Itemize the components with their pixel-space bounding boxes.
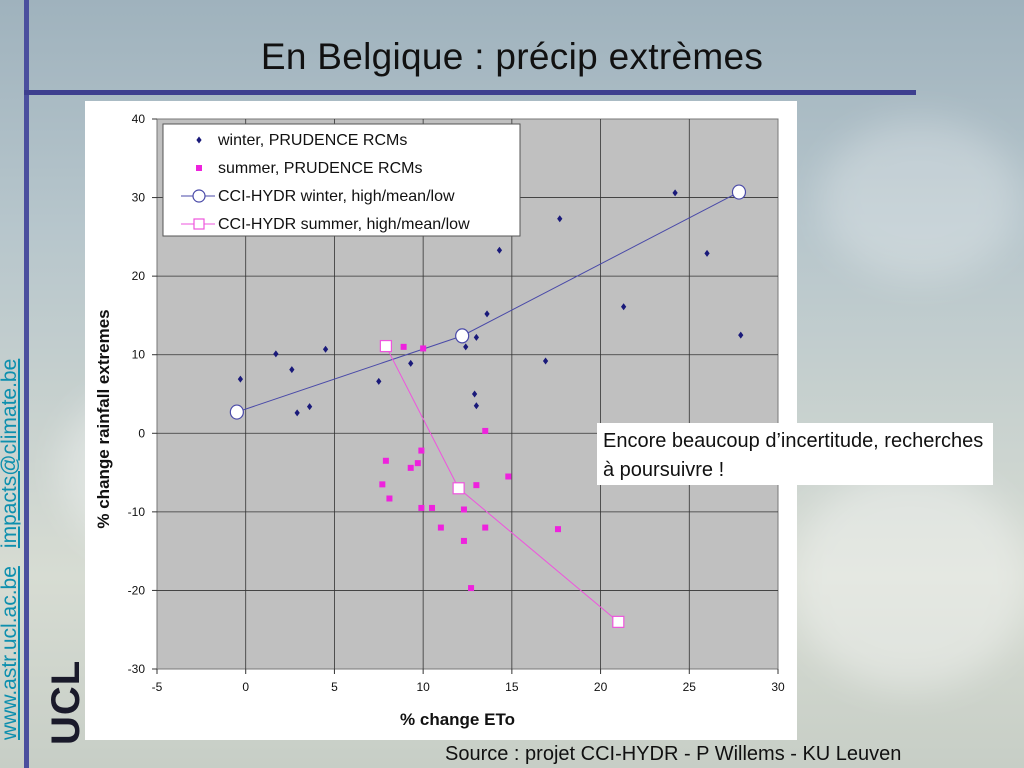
y-tick-label: 40 <box>132 112 146 126</box>
summer-rcm-point <box>418 504 425 511</box>
legend-marker <box>196 165 202 171</box>
summer-rcm-point <box>468 585 475 592</box>
winter-rcm-point <box>237 375 244 383</box>
winter-rcm-point <box>408 359 414 367</box>
summer-rcm-point <box>482 524 489 531</box>
summer-rcm-point <box>420 345 427 352</box>
summer-rcm-point <box>460 537 467 544</box>
x-tick-label: -5 <box>152 680 163 694</box>
winter-rcm-point <box>672 189 678 197</box>
ucl-logo: UCL <box>44 659 88 745</box>
summer-rcm-point <box>460 506 467 513</box>
summer-rcm-point <box>554 526 561 533</box>
cci-winter-point <box>455 328 470 344</box>
y-tick-label: -30 <box>128 662 146 676</box>
y-tick-label: -20 <box>128 583 146 597</box>
cci-winter-point <box>731 184 747 200</box>
winter-rcm-point <box>306 403 313 411</box>
x-tick-label: 10 <box>416 680 430 694</box>
legend-label: CCI-HYDR summer, high/mean/low <box>218 216 470 233</box>
winter-rcm-point <box>463 343 469 351</box>
y-tick-label: 10 <box>132 348 146 362</box>
y-tick-label: 0 <box>138 426 145 440</box>
legend-marker <box>192 189 206 203</box>
legend-label: CCI-HYDR winter, high/mean/low <box>218 188 455 205</box>
x-tick-label: 5 <box>331 680 338 694</box>
winter-rcm-point <box>473 333 479 341</box>
summer-rcm-point <box>437 524 444 531</box>
summer-rcm-point <box>473 482 480 489</box>
cci-summer-point <box>612 615 625 628</box>
cci-summer-point <box>379 339 392 353</box>
summer-rcm-point <box>382 457 389 464</box>
summer-rcm-point <box>429 504 436 511</box>
winter-rcm-point <box>557 215 563 223</box>
x-tick-label: 0 <box>242 680 249 694</box>
winter-rcm-point <box>322 345 329 353</box>
summer-rcm-point <box>414 460 421 467</box>
summer-rcm-point <box>418 447 425 454</box>
legend-marker <box>196 136 202 144</box>
legend-label: winter, PRUDENCE RCMs <box>217 132 407 149</box>
left-accent-bar <box>24 0 29 768</box>
winter-rcm-point <box>376 377 382 385</box>
cci-winter-point <box>229 404 244 420</box>
legend-marker <box>193 218 205 230</box>
winter-rcm-point <box>473 402 479 410</box>
scatter-chart: -5 0 5 10 15 20 25 30 -30 -20 -10 0 10 20 30 40 % change… <box>94 112 785 729</box>
winter-rcm-point <box>273 350 279 358</box>
summer-rcm-point <box>400 343 407 350</box>
summer-rcm-point <box>386 495 393 502</box>
legend-box <box>162 123 521 237</box>
legend-label: summer, PRUDENCE RCMs <box>218 160 422 177</box>
winter-rcm-point <box>738 331 744 339</box>
winter-rcm-point <box>484 310 490 318</box>
source-caption: Source : projet CCI-HYDR - P Willems - K… <box>445 743 902 765</box>
title-underline <box>24 90 916 95</box>
y-tick-label: 30 <box>132 191 146 205</box>
summer-rcm-point <box>379 481 386 488</box>
cci-summer-point <box>452 482 465 495</box>
summer-rcm-point <box>482 427 489 434</box>
uncertainty-note: Encore beaucoup d’incertitude, recherche… <box>597 423 993 485</box>
x-tick-label: 20 <box>594 680 608 694</box>
winter-rcm-point <box>294 409 300 417</box>
x-tick-label: 15 <box>505 680 519 694</box>
email-link[interactable]: impacts@climate.be <box>0 358 21 549</box>
slide-title: En Belgique : précip extrèmes <box>260 36 764 77</box>
y-axis-label: % change rainfall extremes <box>94 309 113 528</box>
winter-rcm-point <box>542 357 549 365</box>
summer-rcm-point <box>407 464 414 471</box>
winter-rcm-point <box>496 246 503 254</box>
website-link[interactable]: www.astr.ucl.ac.be <box>0 566 21 740</box>
winter-rcm-point <box>471 390 478 398</box>
summer-rcm-point <box>505 473 512 480</box>
y-tick-label: 20 <box>132 269 146 283</box>
x-tick-label: 25 <box>683 680 697 694</box>
winter-rcm-point <box>704 249 710 257</box>
x-tick-label: 30 <box>771 680 785 694</box>
x-axis-label: % change ETo <box>400 710 515 729</box>
winter-rcm-point <box>621 303 627 311</box>
side-links: www.astr.ucl.ac.be impacts@climate.be <box>0 359 22 740</box>
y-tick-label: -10 <box>128 505 146 519</box>
winter-rcm-point <box>289 366 295 374</box>
chart-panel: -5 0 5 10 15 20 25 30 -30 -20 -10 0 10 20 30 40 % change… <box>85 101 797 740</box>
